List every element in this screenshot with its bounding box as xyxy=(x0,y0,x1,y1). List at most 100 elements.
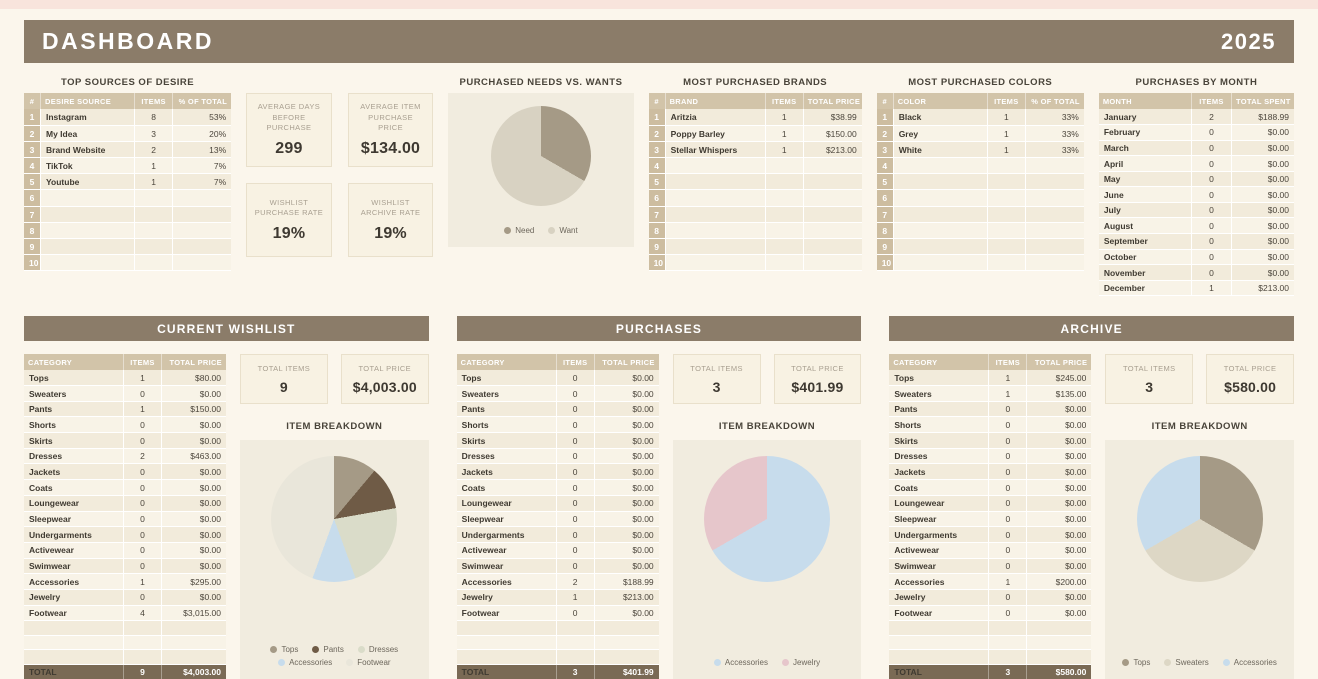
table-cell: $0.00 xyxy=(595,370,659,385)
brands-section: MOST PURCHASED BRANDS # BRAND ITEMS TOTA… xyxy=(649,77,862,271)
panel-title: ARCHIVE xyxy=(889,316,1294,341)
column-header: TOTAL SPENT xyxy=(1232,93,1294,109)
table-row: 10 xyxy=(877,255,1084,271)
table-cell xyxy=(894,174,988,189)
table-cell: 1 xyxy=(1192,281,1232,296)
stat-label: WISHLIST ARCHIVE RATE xyxy=(355,198,427,219)
table-cell xyxy=(889,650,989,663)
legend-label: Accessories xyxy=(1234,658,1277,667)
table-cell: Jackets xyxy=(457,464,557,479)
table-cell: $0.00 xyxy=(162,386,226,401)
table-cell: 5 xyxy=(877,174,894,189)
total-items: 3 xyxy=(989,665,1027,679)
table-cell: 0 xyxy=(557,370,595,385)
table-cell: Sweaters xyxy=(457,386,557,401)
column-header: ITEMS xyxy=(1192,93,1232,109)
section-title: MOST PURCHASED BRANDS xyxy=(649,77,862,88)
legend-dot-icon xyxy=(312,646,319,653)
table-cell: $0.00 xyxy=(595,527,659,542)
table-cell: 3 xyxy=(24,142,41,157)
table-cell: Dresses xyxy=(24,449,124,464)
table-cell xyxy=(41,239,135,254)
panel-title: CURRENT WISHLIST xyxy=(24,316,429,341)
table-cell: 6 xyxy=(24,190,41,205)
total-items-stat: TOTAL ITEMS 3 xyxy=(1105,354,1193,404)
stat-value: 3 xyxy=(713,379,721,395)
legend-dot-icon xyxy=(548,227,555,234)
table-cell: Loungewear xyxy=(457,496,557,511)
table-cell: 0 xyxy=(1192,156,1232,171)
table-cell: 1 xyxy=(988,142,1026,157)
table-cell: 7% xyxy=(173,174,231,189)
table-cell xyxy=(804,223,862,238)
table-cell: 0 xyxy=(557,386,595,401)
table-cell: 2 xyxy=(135,142,173,157)
table-cell: 0 xyxy=(557,559,595,574)
legend-label: Jewelry xyxy=(793,658,820,667)
legend-item: Jewelry xyxy=(782,658,820,667)
stat-label: TOTAL PRICE xyxy=(791,364,844,375)
table-cell: Jewelry xyxy=(889,590,989,605)
legend-item: Accessories xyxy=(714,658,768,667)
table-cell: 53% xyxy=(173,109,231,124)
total-items: 3 xyxy=(557,665,595,679)
table-cell: 0 xyxy=(557,527,595,542)
table-cell: Coats xyxy=(24,480,124,495)
table-cell: 1 xyxy=(557,590,595,605)
column-header: CATEGORY xyxy=(889,354,989,370)
table-cell: 3 xyxy=(649,142,666,157)
legend-dot-icon xyxy=(358,646,365,653)
table-cell: 13% xyxy=(173,142,231,157)
table-row: 4 xyxy=(649,158,862,174)
table-cell: 0 xyxy=(557,480,595,495)
legend-label: Dresses xyxy=(369,645,398,654)
stat-value: 299 xyxy=(275,140,302,158)
table-row xyxy=(457,650,659,664)
table-cell: $0.00 xyxy=(1232,265,1294,280)
table-cell: 4 xyxy=(877,158,894,173)
table-cell: $0.00 xyxy=(595,480,659,495)
table-row: 10 xyxy=(24,255,231,271)
table-cell: $0.00 xyxy=(162,433,226,448)
table-cell xyxy=(988,174,1026,189)
table-cell xyxy=(24,621,124,634)
table-cell: $245.00 xyxy=(1027,370,1091,385)
dashboard-header: DASHBOARD 2025 xyxy=(24,20,1294,63)
table-cell: Pants xyxy=(457,402,557,417)
table-cell: 1 xyxy=(135,158,173,173)
table-row: 7 xyxy=(649,207,862,223)
table-cell: 0 xyxy=(1192,141,1232,156)
table-cell xyxy=(595,650,659,663)
table-cell: Footwear xyxy=(889,606,989,621)
table-cell: Coats xyxy=(889,480,989,495)
table-cell xyxy=(804,207,862,222)
table-row xyxy=(24,650,226,664)
summary-stats-grid: AVERAGE DAYS BEFORE PURCHASE 299 AVERAGE… xyxy=(246,93,433,257)
table-cell: $0.00 xyxy=(595,606,659,621)
table-cell: 0 xyxy=(989,559,1027,574)
table-cell: 0 xyxy=(989,417,1027,432)
table-cell: 0 xyxy=(124,527,162,542)
table-cell: 0 xyxy=(1192,250,1232,265)
table-cell xyxy=(173,255,231,270)
